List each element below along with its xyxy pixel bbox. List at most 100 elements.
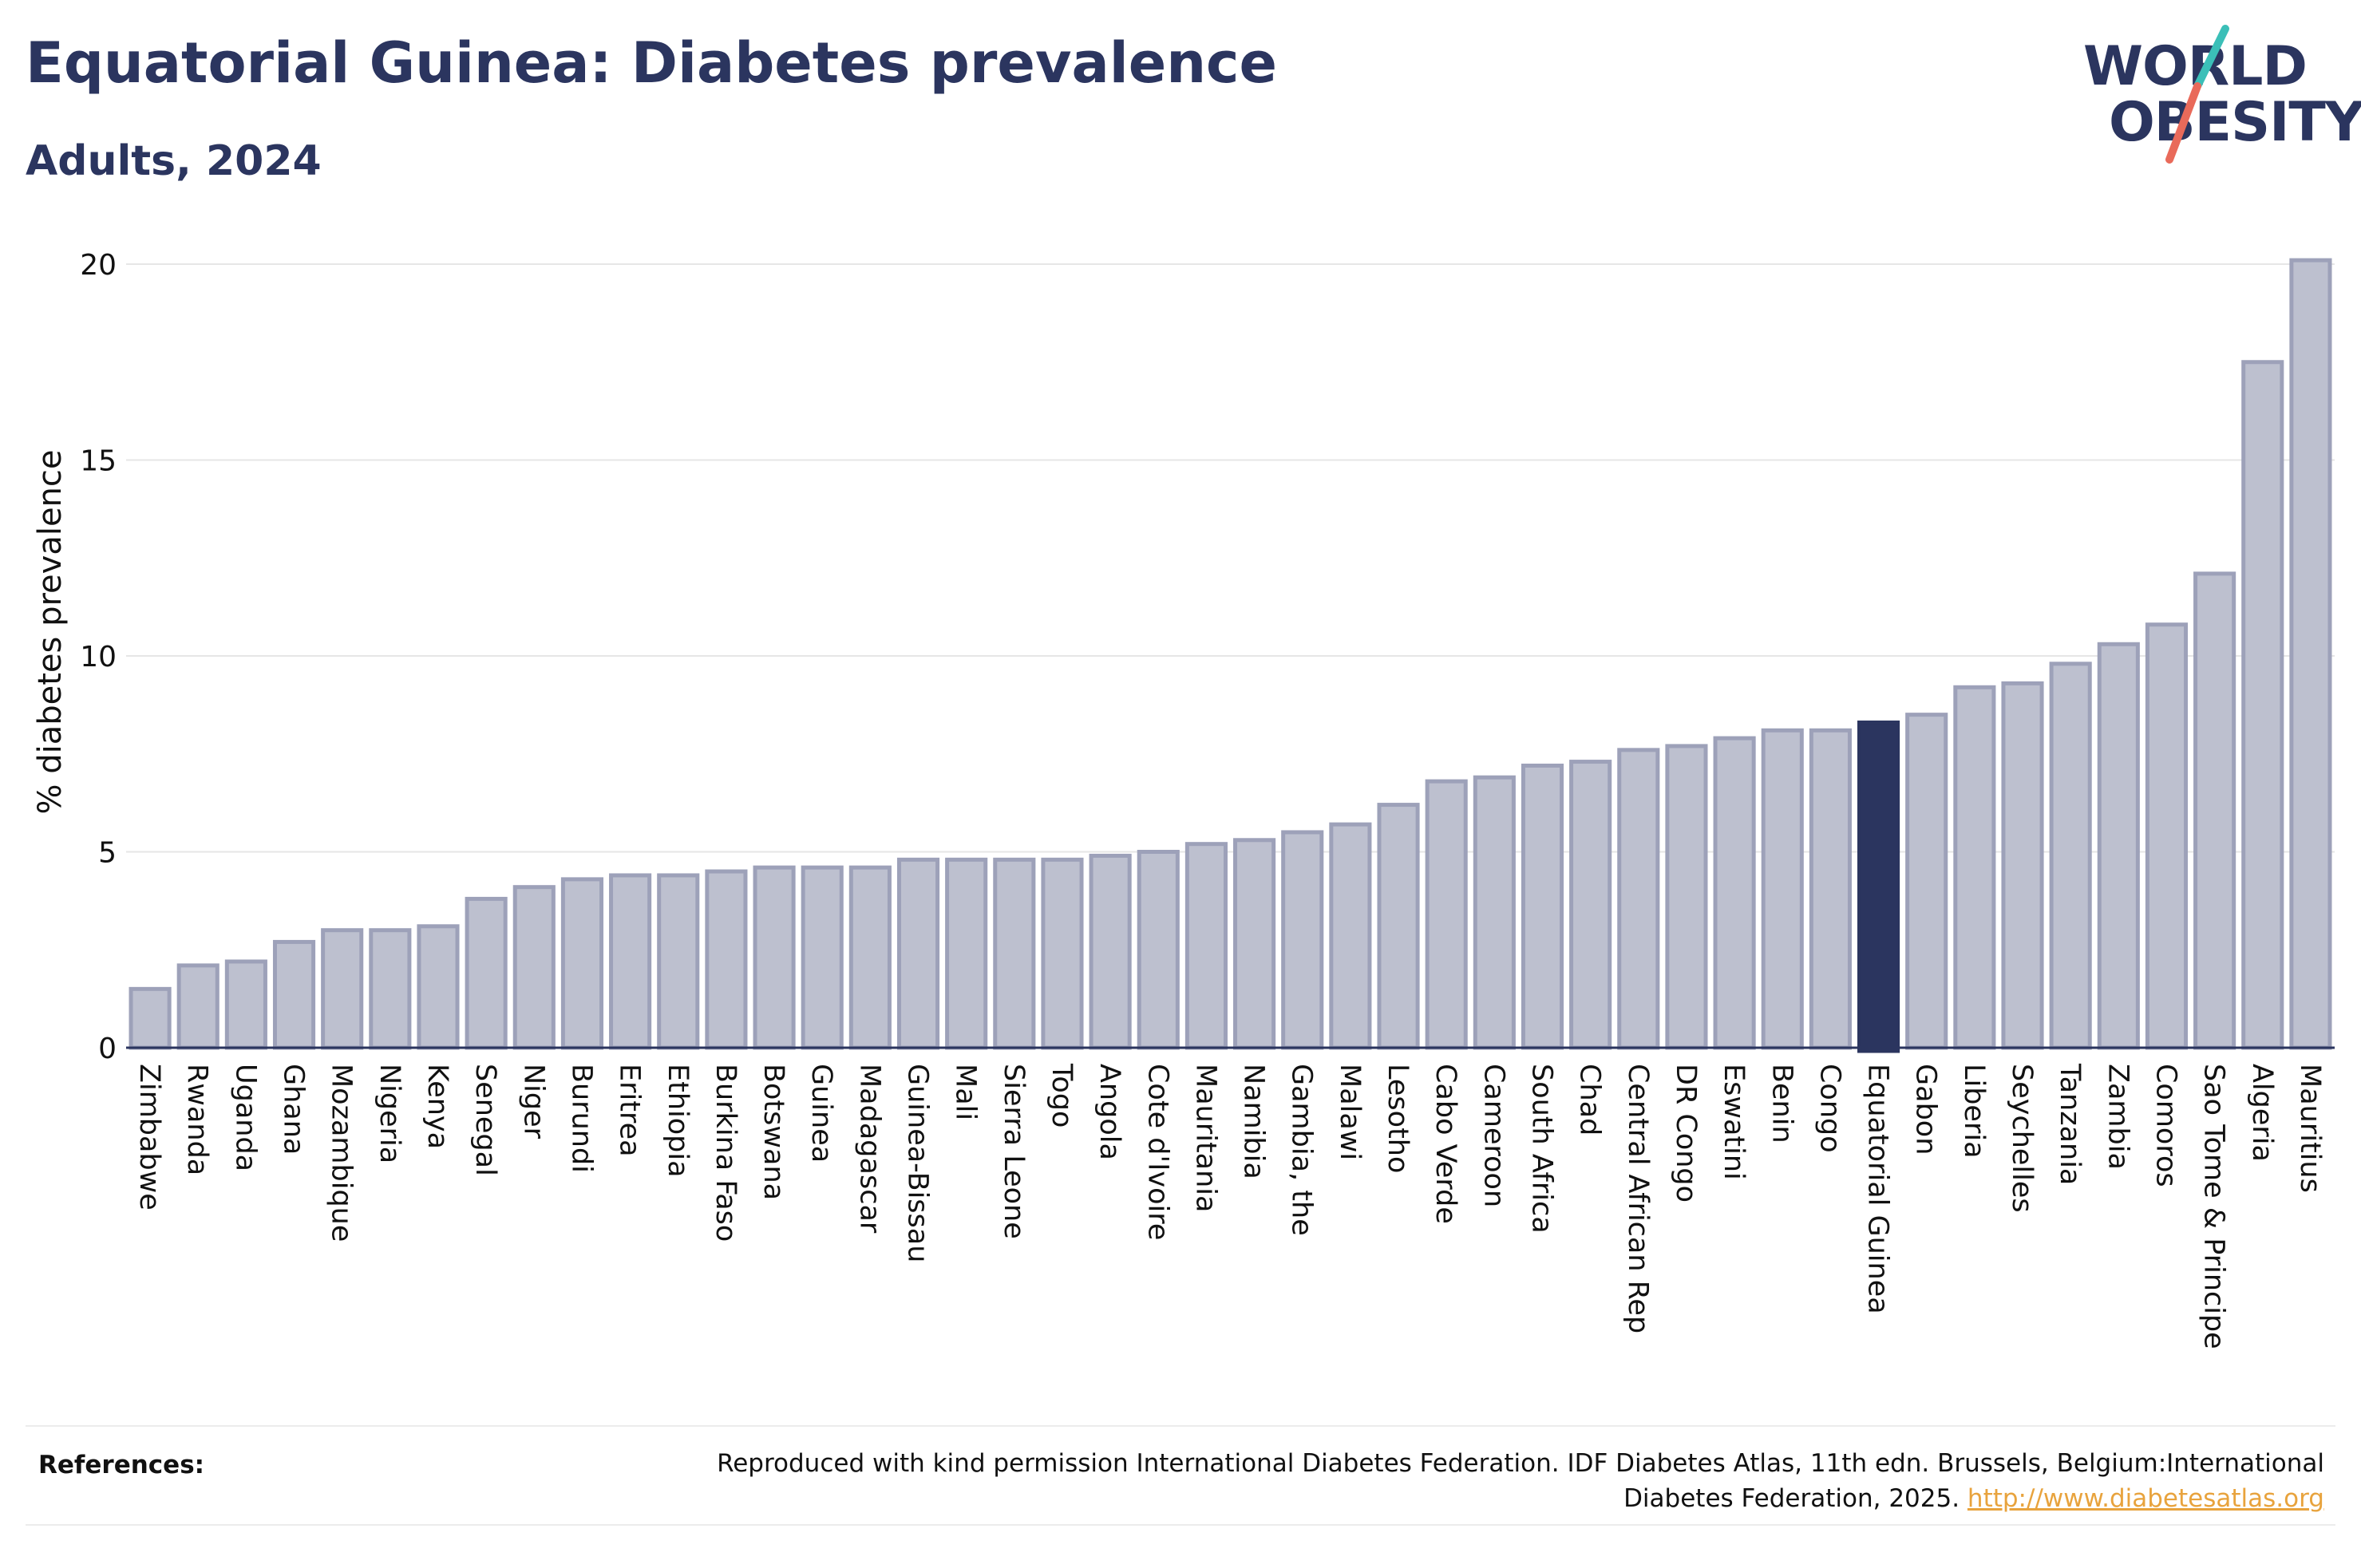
- x-tick-label: Ethiopia: [662, 1064, 694, 1178]
- x-tick-label: South Africa: [1525, 1064, 1557, 1234]
- bar: [2145, 622, 2189, 1050]
- references-line-1: Reproduced with kind permission Internat…: [717, 1449, 2324, 1478]
- y-tick-label: 10: [80, 641, 117, 673]
- y-tick-label: 20: [80, 249, 117, 282]
- bar: [129, 986, 172, 1050]
- x-tick-label: Equatorial Guinea: [1862, 1064, 1894, 1314]
- bar: [2289, 258, 2332, 1050]
- x-tick-label: Angola: [1093, 1064, 1125, 1160]
- x-tick-label: Mauritius: [2294, 1064, 2326, 1193]
- footer-divider-top: [26, 1425, 2335, 1427]
- logo-line-2: OBESITY: [2109, 91, 2361, 154]
- bar: [848, 865, 892, 1050]
- bar: [512, 885, 556, 1050]
- x-tick-label: Senegal: [469, 1064, 501, 1176]
- x-tick-label: Madagascar: [853, 1064, 885, 1234]
- bar: [1184, 842, 1228, 1050]
- x-tick-label: Mauritania: [1189, 1064, 1221, 1212]
- bar: [2001, 681, 2044, 1050]
- bar: [560, 877, 604, 1050]
- bar: [945, 857, 988, 1050]
- bar: [1089, 853, 1132, 1050]
- x-tick-label: Nigeria: [374, 1064, 405, 1163]
- references-label: References:: [38, 1451, 205, 1479]
- bar: [2241, 360, 2284, 1050]
- bar: [896, 857, 940, 1050]
- bar: [1905, 713, 1948, 1050]
- x-tick-label: Tanzania: [2054, 1063, 2086, 1185]
- x-tick-label: Lesotho: [1382, 1064, 1414, 1173]
- x-tick-label: Benin: [1766, 1064, 1797, 1143]
- bar: [1281, 830, 1324, 1050]
- bar: [465, 896, 508, 1050]
- chart-subtitle: Adults, 2024: [26, 137, 322, 185]
- bar: [1713, 736, 1756, 1050]
- x-tick-label: Zimbabwe: [133, 1064, 165, 1211]
- x-tick-label: Seychelles: [2006, 1064, 2038, 1213]
- x-tick-label: Sao Tome & Principe: [2198, 1064, 2230, 1349]
- bar: [224, 959, 267, 1050]
- bar-chart: 0 5 10 15 20 % diabetes prevalence Zimbabwe Rwa…: [32, 249, 2335, 1349]
- x-tick-label: Cote d'Ivoire: [1141, 1064, 1173, 1240]
- x-tick-label: Guinea-Bissau: [902, 1064, 934, 1262]
- bar: [1329, 822, 1372, 1050]
- x-tick-label: Comoros: [2149, 1064, 2181, 1187]
- bar: [657, 873, 700, 1050]
- bar: [609, 873, 652, 1050]
- bar: [1569, 760, 1612, 1050]
- world-obesity-logo: WORLD OBESITY: [2083, 24, 2361, 168]
- x-tick-label: Malawi: [1334, 1064, 1366, 1160]
- x-tick-label: Sierra Leone: [998, 1064, 1030, 1239]
- x-tick-label: Gabon: [1910, 1064, 1942, 1155]
- x-tick-label: Rwanda: [181, 1064, 213, 1175]
- x-tick-label: Niger: [517, 1064, 549, 1139]
- x-tick-label: Burundi: [565, 1064, 597, 1173]
- bar: [1809, 728, 1852, 1050]
- y-tick-label: 5: [98, 837, 117, 870]
- footer-divider-bottom: [26, 1524, 2335, 1526]
- bar: [2097, 642, 2140, 1050]
- bar: [705, 869, 748, 1050]
- references-text: Reproduced with kind permission Internat…: [568, 1446, 2324, 1516]
- bar: [369, 928, 412, 1050]
- references-line-2: Diabetes Federation, 2025.: [1623, 1484, 1960, 1513]
- x-tick-label: Botswana: [757, 1064, 789, 1200]
- x-tick-label: Mozambique: [326, 1064, 358, 1242]
- diabetes-atlas-link[interactable]: http://www.diabetesatlas.org: [1967, 1484, 2324, 1513]
- bar: [1425, 779, 1468, 1050]
- x-tick-label: Uganda: [229, 1064, 261, 1171]
- x-tick-label: Algeria: [2246, 1064, 2278, 1162]
- x-tick-label: Eritrea: [614, 1064, 646, 1157]
- bar-highlight: [1857, 720, 1900, 1053]
- x-tick-label: Guinea: [805, 1064, 837, 1163]
- bar: [993, 857, 1036, 1050]
- x-tick-label: Chad: [1574, 1064, 1606, 1136]
- bar: [1953, 685, 1996, 1050]
- bar: [801, 865, 844, 1050]
- x-tick-label: Congo: [1813, 1064, 1845, 1153]
- x-tick-label: Central African Rep: [1622, 1064, 1654, 1333]
- bar: [176, 963, 219, 1050]
- x-tick-label: Cabo Verde: [1430, 1064, 1461, 1224]
- bar: [1521, 763, 1564, 1050]
- bar: [1233, 838, 1276, 1050]
- bar: [272, 939, 316, 1050]
- bar: [321, 928, 364, 1050]
- bar: [1041, 857, 1084, 1050]
- x-tick-label: Kenya: [421, 1064, 453, 1149]
- x-tick-label: Liberia: [1958, 1064, 1990, 1159]
- x-tick-label: Burkina Faso: [710, 1064, 742, 1242]
- bar: [1473, 775, 1516, 1050]
- x-tick-label: Eswatini: [1718, 1064, 1750, 1180]
- logo-slash-icon: [2165, 25, 2229, 164]
- x-tick-label: Mali: [950, 1064, 982, 1120]
- bar: [753, 865, 796, 1050]
- bar: [1377, 803, 1420, 1050]
- x-tick-label: Togo: [1046, 1063, 1078, 1128]
- bar: [1137, 850, 1180, 1050]
- bar: [1617, 748, 1660, 1050]
- x-tick-label: Cameroon: [1477, 1064, 1509, 1207]
- x-tick-label: Ghana: [278, 1064, 310, 1155]
- bar: [1665, 744, 1708, 1050]
- chart-title: Equatorial Guinea: Diabetes prevalence: [26, 30, 1277, 96]
